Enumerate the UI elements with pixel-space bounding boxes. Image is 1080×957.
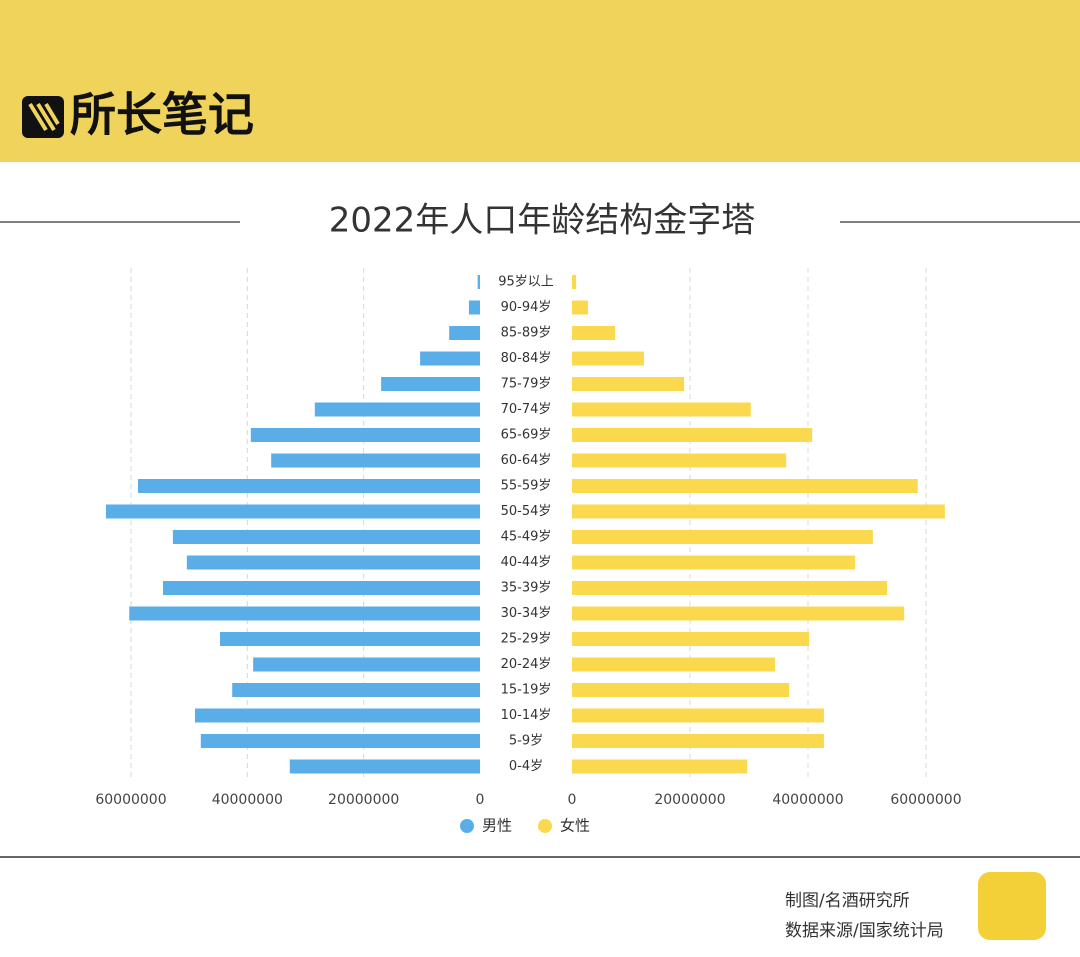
category-label: 50-54岁 <box>501 504 552 519</box>
category-label: 75-79岁 <box>501 377 552 392</box>
category-label: 25-29岁 <box>501 632 552 647</box>
x-tick-label: 20000000 <box>654 792 725 808</box>
bar <box>572 479 918 493</box>
logo-icon <box>22 96 64 138</box>
bar <box>219 632 480 646</box>
category-label: 55-59岁 <box>501 479 552 494</box>
bar <box>572 275 577 289</box>
header-band <box>0 0 1080 162</box>
chart-title: 2022年人口年龄结构金字塔 <box>329 201 756 241</box>
category-label: 90-94岁 <box>501 300 552 315</box>
bar <box>194 708 480 723</box>
bar <box>572 402 751 417</box>
bar <box>137 479 481 493</box>
bar <box>105 504 480 519</box>
category-label: 0-4岁 <box>509 759 543 774</box>
category-label: 65-69岁 <box>501 428 552 443</box>
legend-label: 女性 <box>560 817 590 835</box>
bar <box>572 351 644 366</box>
bar <box>162 581 480 595</box>
bar <box>572 428 813 442</box>
category-label: 30-34岁 <box>501 606 552 621</box>
legend-label: 男性 <box>482 817 512 835</box>
category-label: 40-44岁 <box>501 555 552 570</box>
bar <box>572 504 945 519</box>
credit: 制图/名酒研究所 <box>785 891 910 911</box>
logo-icon-stripes <box>28 102 60 132</box>
x-tick-label: 60000000 <box>95 792 166 808</box>
category-label: 60-64岁 <box>501 453 552 468</box>
x-tick-label: 40000000 <box>212 792 283 808</box>
category-label: 20-24岁 <box>501 657 552 672</box>
bar <box>572 632 810 646</box>
category-label: 35-39岁 <box>501 581 552 596</box>
bar <box>572 759 748 774</box>
bar <box>572 657 775 672</box>
bar <box>449 326 480 340</box>
bar <box>271 453 480 468</box>
legend-marker <box>460 819 474 833</box>
bar <box>172 530 480 544</box>
category-label: 70-74岁 <box>501 402 552 417</box>
category-label: 5-9岁 <box>509 734 543 749</box>
x-tick-label: 0 <box>568 792 577 808</box>
bar <box>468 300 480 315</box>
bar <box>129 606 480 621</box>
bar <box>572 581 888 595</box>
category-label: 85-89岁 <box>501 326 552 341</box>
bar <box>289 759 480 774</box>
category-label: 10-14岁 <box>501 708 552 723</box>
bar <box>314 402 480 417</box>
bar <box>381 377 480 391</box>
bar <box>572 326 616 340</box>
bar <box>572 530 873 544</box>
bar <box>253 657 480 672</box>
x-tick-label: 60000000 <box>890 792 961 808</box>
logo-text: 所长笔记 <box>70 88 254 142</box>
bar <box>572 708 824 723</box>
category-label: 45-49岁 <box>501 530 552 545</box>
bar <box>572 683 790 697</box>
bar <box>477 275 480 289</box>
x-tick-label: 40000000 <box>772 792 843 808</box>
category-label: 80-84岁 <box>501 351 552 366</box>
bar <box>420 351 480 366</box>
bar <box>572 606 905 621</box>
legend-marker <box>538 819 552 833</box>
category-label: 95岁以上 <box>498 275 554 290</box>
bar <box>572 453 787 468</box>
bar <box>186 555 480 570</box>
bar <box>200 734 481 748</box>
source: 数据来源/国家统计局 <box>785 921 944 941</box>
bar <box>572 300 588 315</box>
bar <box>572 377 685 391</box>
category-label: 15-19岁 <box>501 683 552 698</box>
bar <box>572 555 856 570</box>
brand-badge <box>978 872 1046 940</box>
x-tick-label: 20000000 <box>328 792 399 808</box>
bar <box>572 734 824 748</box>
bar <box>232 683 480 697</box>
bar <box>250 428 480 442</box>
x-tick-label: 0 <box>476 792 485 808</box>
